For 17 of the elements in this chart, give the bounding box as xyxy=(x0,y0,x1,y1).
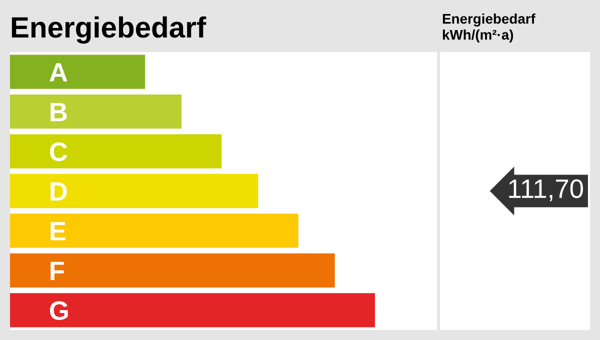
chart-title: Energiebedarf xyxy=(12,16,206,44)
bar xyxy=(10,94,182,129)
bar xyxy=(10,134,222,168)
bar xyxy=(10,293,375,328)
y-tick-label: B xyxy=(50,102,67,122)
bar xyxy=(10,253,335,288)
y-tick-label: D xyxy=(50,182,67,201)
bar xyxy=(10,214,298,248)
bar xyxy=(10,174,258,208)
bar xyxy=(10,54,146,89)
y-tick-label: C xyxy=(50,142,68,162)
y-tick-label: E xyxy=(50,222,66,240)
y-tick-label: A xyxy=(50,63,68,82)
text: 111,70 xyxy=(509,179,583,202)
y-tick-label: F xyxy=(50,262,64,280)
text: Energiebedarf kWh/(m²·a) xyxy=(442,14,536,42)
y-tick-label: G xyxy=(50,301,68,320)
